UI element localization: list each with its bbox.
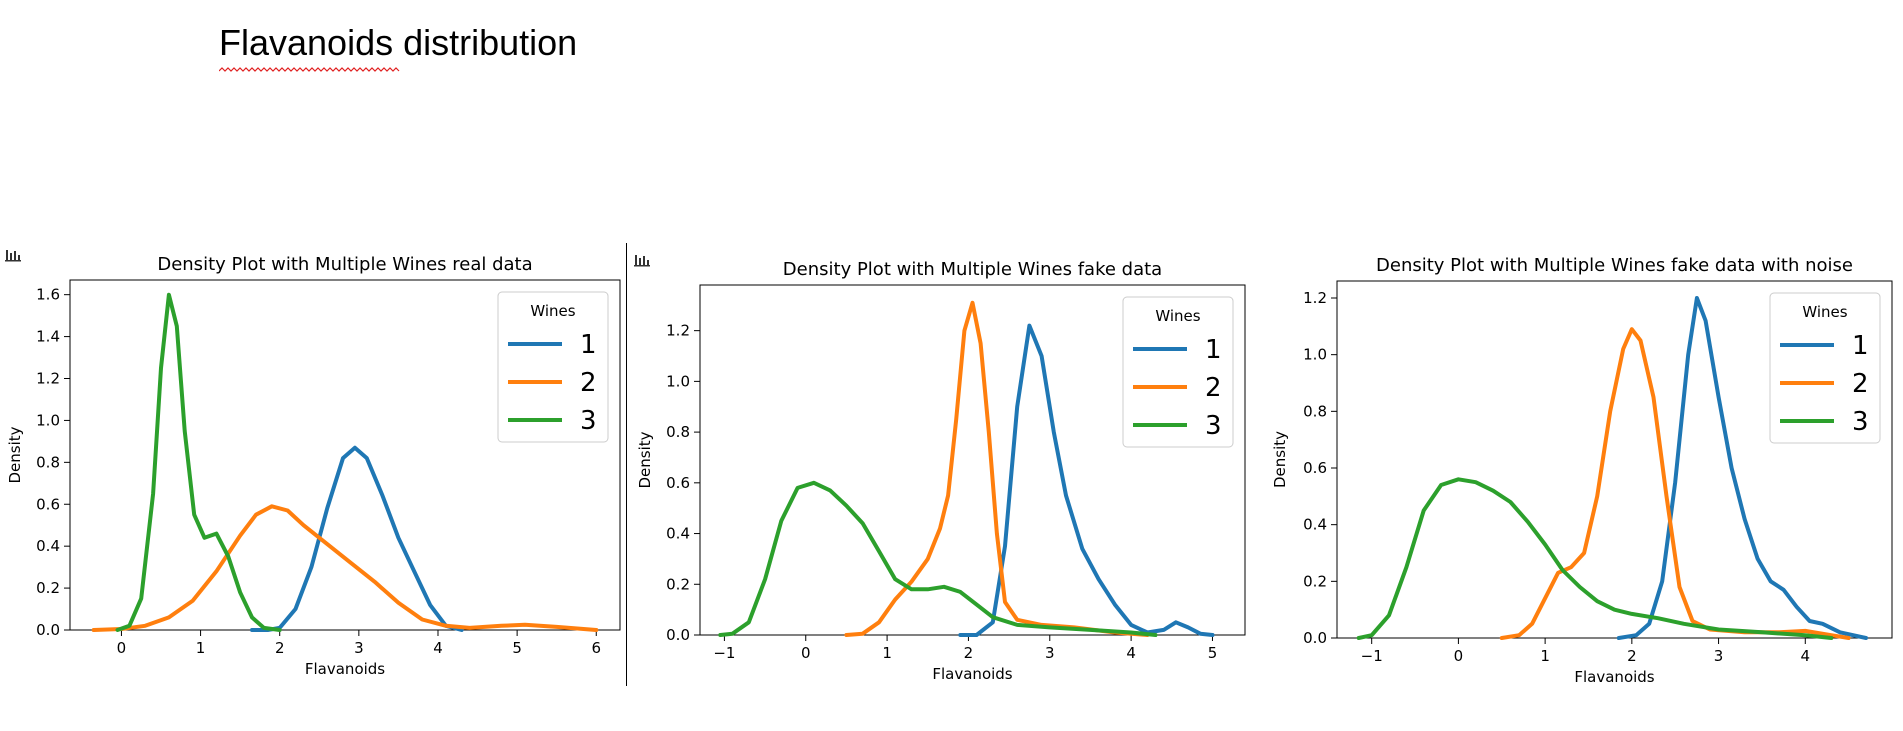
series-line-3 bbox=[1356, 477, 1834, 640]
spellcheck-underline bbox=[219, 67, 400, 72]
x-tick-label: 6 bbox=[591, 639, 601, 657]
y-axis-label: Density bbox=[636, 431, 654, 488]
series-line-2 bbox=[91, 504, 599, 632]
density-chart-fake-noise: Density Plot with Multiple Wines fake da… bbox=[1271, 255, 1893, 686]
y-tick-label: 0.4 bbox=[36, 537, 60, 555]
y-tick-label: 1.0 bbox=[666, 372, 690, 390]
legend-entry: 2 bbox=[580, 368, 597, 398]
y-tick-label: 0.4 bbox=[1303, 516, 1327, 534]
x-tick-label: 1 bbox=[1540, 647, 1550, 665]
chart-title: Density Plot with Multiple Wines real da… bbox=[157, 254, 532, 275]
y-tick-label: 0.6 bbox=[36, 495, 60, 513]
x-tick-label: 4 bbox=[433, 639, 443, 657]
y-axis-label: Density bbox=[1271, 431, 1289, 488]
plot-frame bbox=[69, 279, 621, 631]
x-tick-label: 5 bbox=[512, 639, 522, 657]
chart-icon[interactable] bbox=[5, 248, 21, 262]
y-tick-label: 0.2 bbox=[666, 575, 690, 593]
x-tick-label: 3 bbox=[354, 639, 364, 657]
legend-entry: 2 bbox=[1852, 369, 1869, 399]
legend: Wines 1 2 3 bbox=[1769, 292, 1881, 444]
y-tick-label: 1.6 bbox=[36, 286, 60, 304]
y-tick-label: 0.0 bbox=[1303, 629, 1327, 647]
y-tick-label: 0.2 bbox=[1303, 572, 1327, 590]
y-tick-label: 0.8 bbox=[666, 423, 690, 441]
legend-entry: 1 bbox=[1205, 335, 1222, 365]
x-axis-label: Flavanoids bbox=[1574, 668, 1654, 686]
legend-title: Wines bbox=[1802, 303, 1847, 321]
chart-title: Density Plot with Multiple Wines fake da… bbox=[783, 259, 1162, 280]
legend-box bbox=[1122, 296, 1234, 448]
x-tick-label: 4 bbox=[1801, 647, 1811, 665]
plot-frame bbox=[1336, 280, 1893, 639]
x-tick-label: 1 bbox=[196, 639, 206, 657]
x-tick-label: 0 bbox=[801, 644, 811, 662]
x-tick-label: −1 bbox=[713, 644, 735, 662]
series-line-3 bbox=[718, 480, 1158, 637]
y-tick-label: 1.2 bbox=[666, 322, 690, 340]
legend: Wines 1 2 3 bbox=[1122, 296, 1234, 448]
legend-title: Wines bbox=[530, 302, 575, 320]
x-tick-label: 2 bbox=[1627, 647, 1637, 665]
series-line-1 bbox=[1616, 296, 1868, 640]
panel-divider bbox=[626, 243, 627, 686]
density-chart-real: Density Plot with Multiple Wines real da… bbox=[6, 254, 621, 678]
x-tick-label: 2 bbox=[275, 639, 285, 657]
legend-title: Wines bbox=[1155, 307, 1200, 325]
x-tick-label: 2 bbox=[964, 644, 974, 662]
legend-entry: 1 bbox=[1852, 331, 1869, 361]
y-tick-label: 0.8 bbox=[1303, 402, 1327, 420]
x-tick-label: 1 bbox=[882, 644, 892, 662]
x-tick-label: 3 bbox=[1714, 647, 1724, 665]
x-tick-label: −1 bbox=[1361, 647, 1383, 665]
density-chart-fake: Density Plot with Multiple Wines fake da… bbox=[636, 259, 1246, 683]
y-tick-label: 1.2 bbox=[36, 370, 60, 388]
series-line-3 bbox=[115, 292, 282, 632]
series-line-1 bbox=[958, 323, 1215, 637]
x-axis-label: Flavanoids bbox=[932, 665, 1012, 683]
x-tick-label: 5 bbox=[1208, 644, 1218, 662]
y-tick-label: 0.6 bbox=[666, 474, 690, 492]
page-title: Flavanoids distribution bbox=[219, 22, 578, 63]
y-tick-label: 0.6 bbox=[1303, 459, 1327, 477]
y-tick-label: 1.0 bbox=[36, 411, 60, 429]
y-tick-label: 1.4 bbox=[36, 328, 60, 346]
chart-title: Density Plot with Multiple Wines fake da… bbox=[1376, 255, 1853, 276]
x-tick-label: 0 bbox=[1454, 647, 1464, 665]
x-axis-label: Flavanoids bbox=[305, 660, 385, 678]
series-line-1 bbox=[250, 445, 464, 632]
series-line-2 bbox=[844, 300, 1150, 637]
legend-entry: 2 bbox=[1205, 373, 1222, 403]
y-tick-label: 1.2 bbox=[1303, 289, 1327, 307]
chart-icon[interactable] bbox=[634, 253, 650, 267]
legend: Wines 1 2 3 bbox=[497, 291, 609, 443]
legend-box bbox=[497, 291, 609, 443]
legend-entry: 1 bbox=[580, 330, 597, 360]
y-tick-label: 1.0 bbox=[1303, 346, 1327, 364]
legend-entry: 3 bbox=[1205, 411, 1222, 441]
x-tick-label: 0 bbox=[117, 639, 127, 657]
y-tick-label: 0.0 bbox=[36, 621, 60, 639]
y-tick-label: 0.0 bbox=[666, 626, 690, 644]
legend-entry: 3 bbox=[580, 406, 597, 436]
x-tick-label: 4 bbox=[1126, 644, 1136, 662]
x-tick-label: 3 bbox=[1045, 644, 1055, 662]
y-tick-label: 0.4 bbox=[666, 525, 690, 543]
legend-box bbox=[1769, 292, 1881, 444]
legend-entry: 3 bbox=[1852, 407, 1869, 437]
y-axis-label: Density bbox=[6, 426, 24, 483]
y-tick-label: 0.2 bbox=[36, 579, 60, 597]
y-tick-label: 0.8 bbox=[36, 453, 60, 471]
